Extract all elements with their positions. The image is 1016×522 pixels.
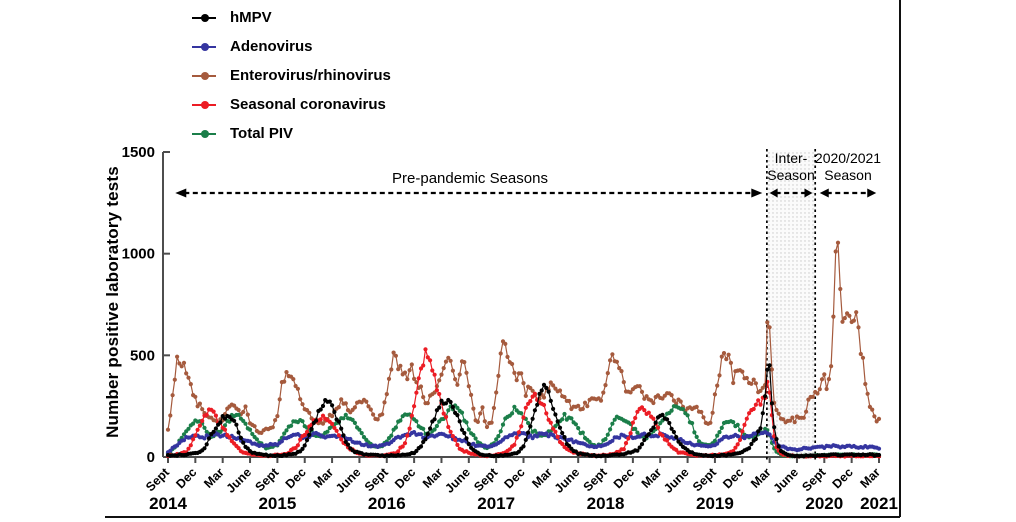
x-tick-month-label: Dec	[502, 465, 528, 491]
series-hmpv	[165, 363, 882, 459]
season-2020-2021-range-arrow	[819, 188, 877, 198]
year-label: 2016	[368, 494, 406, 513]
legend-marker-icon	[192, 13, 222, 23]
legend-item-enterovirus-rhinovirus: Enterovirus/rhinovirus	[192, 61, 391, 90]
x-tick-month-label: June	[661, 465, 692, 496]
x-axis-year-labels: 2014 2015 2016 2017 2018 2019 2020 2021	[149, 494, 898, 513]
legend-item-total-piv: Total PIV	[192, 119, 391, 148]
x-tick-month-label: Mar	[420, 465, 446, 491]
x-tick-month-label: June	[333, 465, 364, 496]
x-tick-month-label: Sept	[143, 465, 173, 495]
y-tick-label: 1000	[122, 246, 155, 263]
y-axis-title: Number positive laboratory tests	[103, 166, 122, 438]
legend-marker-icon	[192, 71, 222, 81]
year-label: 2017	[477, 494, 515, 513]
x-tick-month-label: Mar	[748, 465, 774, 491]
x-tick-month-label: Mar	[857, 465, 883, 491]
inter-season-range-arrow	[769, 188, 813, 198]
x-tick-month-label: June	[442, 465, 473, 496]
legend-item-seasonal-coronavirus: Seasonal coronavirus	[192, 90, 391, 119]
legend-marker-icon	[192, 100, 222, 110]
inter-season-text-line1: Inter-	[774, 150, 808, 166]
y-tick-label: 500	[130, 347, 155, 364]
year-label: 2014	[149, 494, 187, 513]
y-tick-label: 0	[147, 449, 155, 466]
x-tick-month-label: June	[552, 465, 583, 496]
x-tick-month-label: Sept	[471, 465, 501, 495]
x-tick-month-label: Mar	[529, 465, 555, 491]
prepandemic-range-arrow	[175, 188, 763, 198]
x-tick-month-label: Sept	[362, 465, 392, 495]
x-tick-month-label: Mar	[639, 465, 665, 491]
x-tick-month-label: Dec	[611, 465, 637, 491]
inter-season-shaded-band	[766, 150, 816, 460]
legend-label: Adenovirus	[230, 38, 313, 55]
figure-border	[105, 0, 901, 518]
x-tick-month-label: Sept	[252, 465, 282, 495]
season-2020-2021-label: 2020/2021 Season	[813, 150, 883, 184]
year-label: 2015	[258, 494, 296, 513]
year-label: 2021	[860, 494, 898, 513]
y-tick-label: 1500	[122, 144, 155, 161]
chart-legend: hMPV Adenovirus Enterovirus/rhinovirus Seas…	[192, 3, 391, 148]
legend-item-adenovirus: Adenovirus	[192, 32, 391, 61]
y-axis-ticks: 0 500 1000 1500	[122, 144, 170, 466]
legend-label: Seasonal coronavirus	[230, 96, 386, 113]
prepandemic-seasons-text: Pre-pandemic Seasons	[392, 170, 548, 187]
prepandemic-seasons-label: Pre-pandemic Seasons	[320, 170, 620, 188]
x-tick-month-label: Mar	[201, 465, 227, 491]
legend-item-hmpv: hMPV	[192, 3, 391, 32]
x-tick-month-label: Dec	[173, 465, 199, 491]
season-2020-2021-text-line1: 2020/2021	[814, 150, 882, 166]
legend-label: Enterovirus/rhinovirus	[230, 67, 391, 84]
year-label: 2018	[587, 494, 625, 513]
legend-marker-icon	[192, 129, 222, 139]
x-tick-month-label: June	[224, 465, 255, 496]
series-enterovirus-rhinovirus	[165, 240, 882, 435]
x-tick-month-label: Mar	[311, 465, 337, 491]
inter-season-text-line2: Season	[767, 167, 815, 184]
x-tick-month-label: Dec	[392, 465, 418, 491]
x-tick-month-label: Dec	[720, 465, 746, 491]
x-tick-month-label: June	[771, 465, 802, 496]
x-tick-month-label: Sept	[581, 465, 611, 495]
x-tick-month-label: Sept	[799, 465, 829, 495]
x-tick-month-label: Dec	[283, 465, 309, 491]
x-tick-month-label: Sept	[690, 465, 720, 495]
season-2020-2021-text-line2: Season	[824, 167, 872, 184]
legend-label: hMPV	[230, 9, 272, 26]
legend-label: Total PIV	[230, 125, 294, 142]
inter-season-label: Inter- Season	[760, 150, 822, 184]
year-label: 2020	[805, 494, 843, 513]
x-tick-month-label: Dec	[830, 465, 856, 491]
legend-marker-icon	[192, 42, 222, 52]
year-label: 2019	[696, 494, 734, 513]
